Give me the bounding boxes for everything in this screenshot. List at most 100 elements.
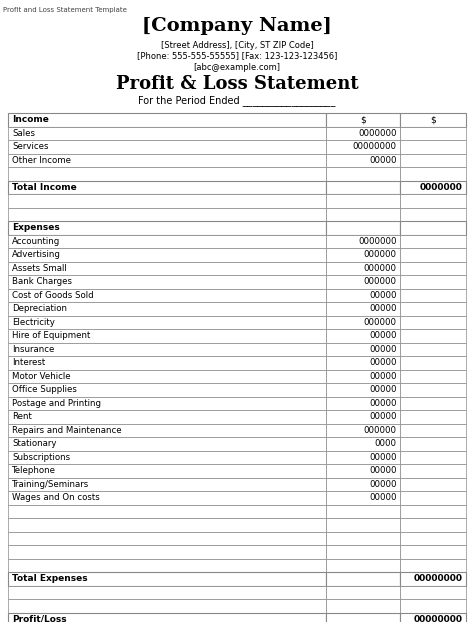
Bar — [326, 221, 400, 234]
Text: 00000: 00000 — [369, 412, 397, 421]
Bar — [8, 140, 326, 154]
Bar — [400, 329, 466, 343]
Text: 00000000: 00000000 — [414, 615, 463, 622]
Bar — [326, 424, 400, 437]
Bar — [8, 261, 326, 275]
Text: [Street Address], [City, ST ZIP Code]: [Street Address], [City, ST ZIP Code] — [161, 40, 313, 50]
Bar — [8, 504, 326, 518]
Text: 0000: 0000 — [374, 439, 397, 448]
Text: Total Income: Total Income — [12, 183, 77, 192]
Bar — [8, 464, 326, 478]
Bar — [400, 208, 466, 221]
Bar — [326, 369, 400, 383]
Text: 00000: 00000 — [369, 332, 397, 340]
Bar — [326, 410, 400, 424]
Bar — [400, 464, 466, 478]
Bar — [326, 194, 400, 208]
Bar — [400, 424, 466, 437]
Bar — [326, 234, 400, 248]
Text: 00000: 00000 — [369, 156, 397, 165]
Text: For the Period Ended ___________________: For the Period Ended ___________________ — [138, 96, 336, 106]
Bar — [326, 572, 400, 585]
Text: Advertising: Advertising — [12, 250, 61, 259]
Bar — [326, 248, 400, 261]
Text: 00000: 00000 — [369, 372, 397, 381]
Text: Stationary: Stationary — [12, 439, 56, 448]
Bar — [400, 410, 466, 424]
Text: Insurance: Insurance — [12, 345, 55, 354]
Bar — [400, 261, 466, 275]
Bar — [326, 315, 400, 329]
Bar — [8, 572, 326, 585]
Bar — [400, 450, 466, 464]
Bar — [326, 343, 400, 356]
Bar — [8, 113, 326, 126]
Text: 00000: 00000 — [369, 385, 397, 394]
Bar — [326, 261, 400, 275]
Text: [Company Name]: [Company Name] — [142, 17, 332, 35]
Text: Training/Seminars: Training/Seminars — [12, 480, 89, 489]
Bar — [400, 559, 466, 572]
Bar — [326, 275, 400, 289]
Bar — [8, 221, 326, 234]
Bar — [8, 532, 326, 545]
Bar — [400, 356, 466, 369]
Bar — [400, 396, 466, 410]
Bar — [400, 126, 466, 140]
Bar — [400, 518, 466, 532]
Bar — [8, 126, 326, 140]
Text: Total Expenses: Total Expenses — [12, 574, 88, 583]
Bar — [400, 478, 466, 491]
Text: 00000: 00000 — [369, 290, 397, 300]
Bar — [8, 315, 326, 329]
Bar — [326, 559, 400, 572]
Text: 00000: 00000 — [369, 358, 397, 367]
Text: 000000: 000000 — [364, 318, 397, 327]
Text: 00000000: 00000000 — [414, 574, 463, 583]
Text: Rent: Rent — [12, 412, 32, 421]
Bar — [8, 450, 326, 464]
Bar — [8, 478, 326, 491]
Text: Postage and Printing: Postage and Printing — [12, 399, 101, 408]
Bar — [8, 518, 326, 532]
Bar — [400, 154, 466, 167]
Text: Repairs and Maintenance: Repairs and Maintenance — [12, 425, 122, 435]
Bar — [400, 369, 466, 383]
Bar — [326, 383, 400, 396]
Bar — [400, 613, 466, 622]
Text: Services: Services — [12, 142, 48, 151]
Text: 00000: 00000 — [369, 304, 397, 313]
Bar — [326, 599, 400, 613]
Text: Profit and Loss Statement Template: Profit and Loss Statement Template — [3, 7, 127, 13]
Bar — [8, 180, 326, 194]
Bar — [8, 599, 326, 613]
Text: [abc@example.com]: [abc@example.com] — [193, 62, 281, 72]
Bar — [8, 545, 326, 559]
Bar — [8, 356, 326, 369]
Bar — [400, 599, 466, 613]
Text: 00000: 00000 — [369, 493, 397, 502]
Bar — [326, 518, 400, 532]
Text: Other Income: Other Income — [12, 156, 71, 165]
Bar — [8, 613, 326, 622]
Bar — [8, 208, 326, 221]
Bar — [326, 154, 400, 167]
Bar — [400, 585, 466, 599]
Bar — [8, 275, 326, 289]
Text: 00000000: 00000000 — [353, 142, 397, 151]
Text: Interest: Interest — [12, 358, 45, 367]
Text: Motor Vehicle: Motor Vehicle — [12, 372, 71, 381]
Bar — [8, 343, 326, 356]
Bar — [400, 289, 466, 302]
Bar — [326, 613, 400, 622]
Bar — [326, 329, 400, 343]
Bar — [326, 464, 400, 478]
Text: [Phone: 555-555-55555] [Fax: 123-123-123456]: [Phone: 555-555-55555] [Fax: 123-123-123… — [137, 52, 337, 60]
Bar — [326, 180, 400, 194]
Text: 000000: 000000 — [364, 264, 397, 273]
Text: Subscriptions: Subscriptions — [12, 453, 70, 462]
Bar — [400, 383, 466, 396]
Bar — [400, 248, 466, 261]
Text: 000000: 000000 — [364, 425, 397, 435]
Bar — [326, 491, 400, 504]
